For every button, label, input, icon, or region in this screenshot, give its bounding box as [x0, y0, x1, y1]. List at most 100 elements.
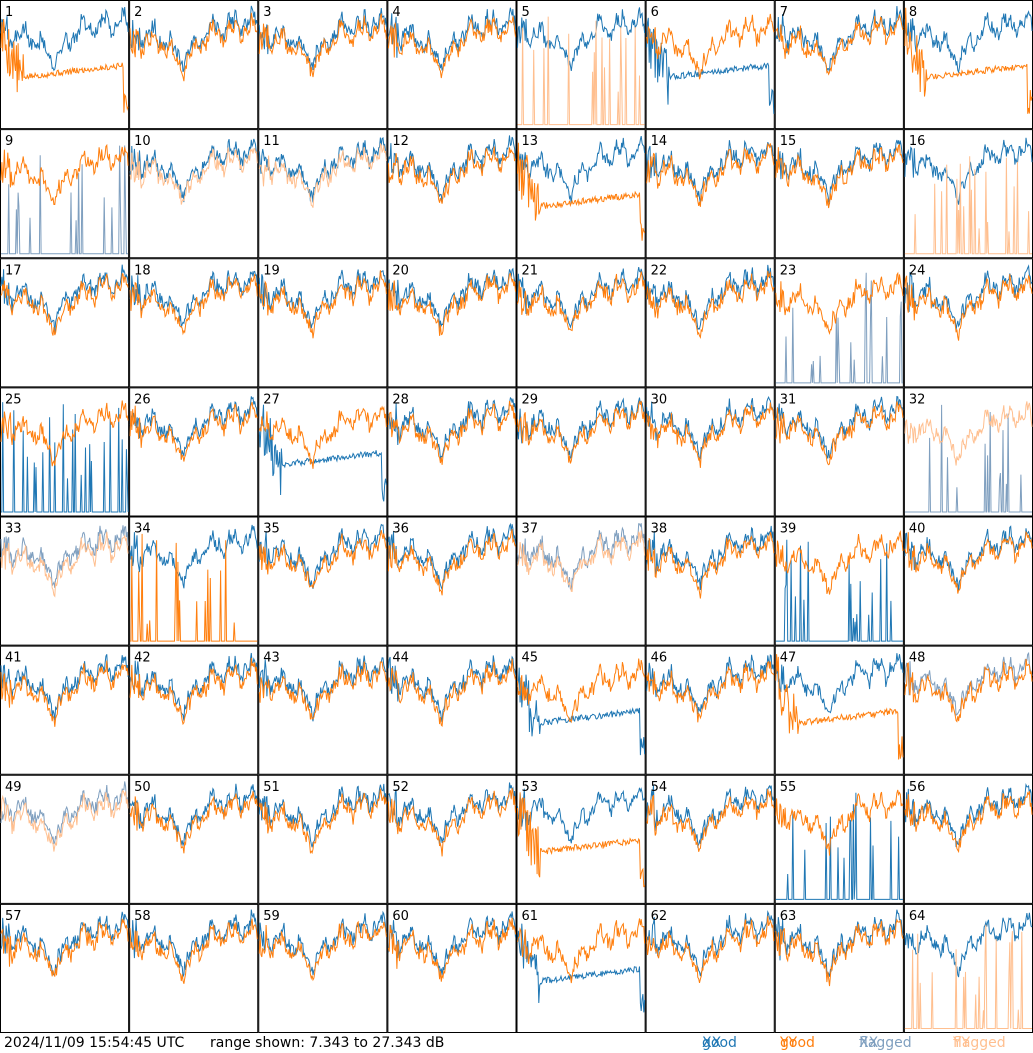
- panel-2: 2: [129, 0, 259, 130]
- panel-label: 15: [780, 134, 797, 149]
- panel-2-xx-line: [129, 5, 258, 73]
- panel-45: 45: [516, 645, 646, 775]
- panel-8: 8: [903, 0, 1033, 130]
- panel-frame: [258, 258, 388, 388]
- panel-frame: [516, 774, 646, 904]
- panel-12-xx-line: [387, 135, 516, 204]
- panel-50-yy-line: [129, 791, 258, 854]
- panel-60-yy-line: [387, 917, 516, 982]
- panel-22-xx-line: [646, 264, 775, 330]
- panel-25-xx-line: [1, 402, 129, 513]
- panel-58-yy-line: [129, 918, 258, 984]
- timestamp: 2024/11/09 15:54:45 UTC: [4, 1035, 185, 1051]
- panel-label: 55: [780, 780, 797, 795]
- panel-49-yy-line: [0, 789, 129, 852]
- panel-33: 33: [0, 516, 130, 646]
- panel-60: 60: [387, 903, 517, 1033]
- panel-label: 1: [5, 5, 13, 20]
- panel-30-yy-line: [646, 402, 775, 468]
- panel-label: 19: [263, 263, 280, 278]
- panel-63: 63: [774, 903, 904, 1033]
- panel-48-yy-line: [904, 658, 1033, 723]
- panel-frame: [0, 774, 130, 904]
- panel-42-yy-line: [129, 657, 258, 726]
- panel-label: 32: [909, 392, 926, 407]
- panel-label: 9: [5, 134, 13, 149]
- panel-label: 5: [522, 5, 530, 20]
- panel-64-yy-line: [904, 924, 1032, 1029]
- panel-frame: [387, 774, 517, 904]
- panel-28: 28: [387, 387, 517, 517]
- panel-frame: [129, 516, 259, 646]
- panel-30-xx-line: [646, 395, 775, 462]
- panel-45-yy-line: [517, 658, 646, 724]
- panel-frame: [129, 129, 259, 259]
- panel-label: 61: [522, 909, 539, 924]
- panel-6-yy-line: [646, 13, 775, 80]
- panel-11: 11: [258, 129, 388, 259]
- panel-22: 22: [645, 258, 775, 388]
- panel-11-yy-line: [258, 143, 387, 208]
- panel-61-xx-line: [517, 923, 646, 1013]
- panel-frame: [0, 516, 130, 646]
- panel-24: 24: [903, 258, 1033, 388]
- panel-26-xx-line: [129, 396, 258, 460]
- panel-frame: [129, 387, 259, 517]
- legend-good-xx-pol: XX: [702, 1035, 722, 1051]
- panel-label: 49: [5, 780, 22, 795]
- panel-label: 28: [392, 392, 409, 407]
- panel-frame: [0, 129, 130, 259]
- panel-26: 26: [129, 387, 259, 517]
- panel-20-xx-line: [387, 267, 516, 329]
- panel-51-yy-line: [258, 788, 387, 855]
- panel-frame: [387, 903, 517, 1033]
- panel-label: 35: [263, 522, 280, 537]
- panel-24-xx-line: [904, 264, 1033, 330]
- panel-21: 21: [516, 258, 646, 388]
- panel-50: 50: [129, 774, 259, 904]
- panel-label: 18: [134, 263, 151, 278]
- panel-43: 43: [258, 645, 388, 775]
- panel-16: 16: [903, 129, 1033, 259]
- panel-label: 54: [651, 780, 668, 795]
- panel-label: 58: [134, 909, 151, 924]
- panel-label: 57: [5, 909, 22, 924]
- panel-label: 17: [5, 263, 22, 278]
- panel-18: 18: [129, 258, 259, 388]
- panel-23-yy-line: [775, 271, 904, 336]
- panel-63-yy-line: [775, 918, 904, 987]
- panel-14-yy-line: [646, 142, 775, 207]
- panel-5-yy-line: [517, 16, 645, 126]
- panel-8-yy-line: [904, 7, 1033, 114]
- panel-36-xx-line: [387, 522, 516, 592]
- panel-frame: [645, 645, 775, 775]
- panel-label: 21: [522, 263, 539, 278]
- panel-50-xx-line: [129, 783, 258, 846]
- panel-56: 56: [903, 774, 1033, 904]
- panel-62: 62: [645, 903, 775, 1033]
- panel-13: 13: [516, 129, 646, 259]
- panel-frame: [774, 645, 904, 775]
- panel-frame: [258, 516, 388, 646]
- panel-62-xx-line: [646, 910, 775, 977]
- panel-frame: [258, 387, 388, 517]
- panel-frame: [516, 0, 646, 130]
- panel-label: 44: [392, 651, 409, 666]
- panel-label: 4: [392, 5, 400, 20]
- panel-19-yy-line: [258, 270, 387, 339]
- panel-frame: [258, 0, 388, 130]
- panel-55: 55: [774, 774, 904, 904]
- panel-label: 41: [5, 651, 22, 666]
- panel-12-yy-line: [387, 146, 516, 204]
- panel-57-yy-line: [0, 918, 129, 977]
- panel-label: 16: [909, 134, 926, 149]
- panel-59: 59: [258, 903, 388, 1033]
- panel-37: 37: [516, 516, 646, 646]
- panel-19: 19: [258, 258, 388, 388]
- panel-58: 58: [129, 903, 259, 1033]
- panel-13-xx-line: [517, 135, 646, 204]
- panel-9-yy-line: [0, 143, 129, 205]
- legend-good-xx-status: good: [702, 1035, 737, 1051]
- panel-53-yy-line: [517, 792, 646, 888]
- panel-39-xx-line: [775, 539, 903, 642]
